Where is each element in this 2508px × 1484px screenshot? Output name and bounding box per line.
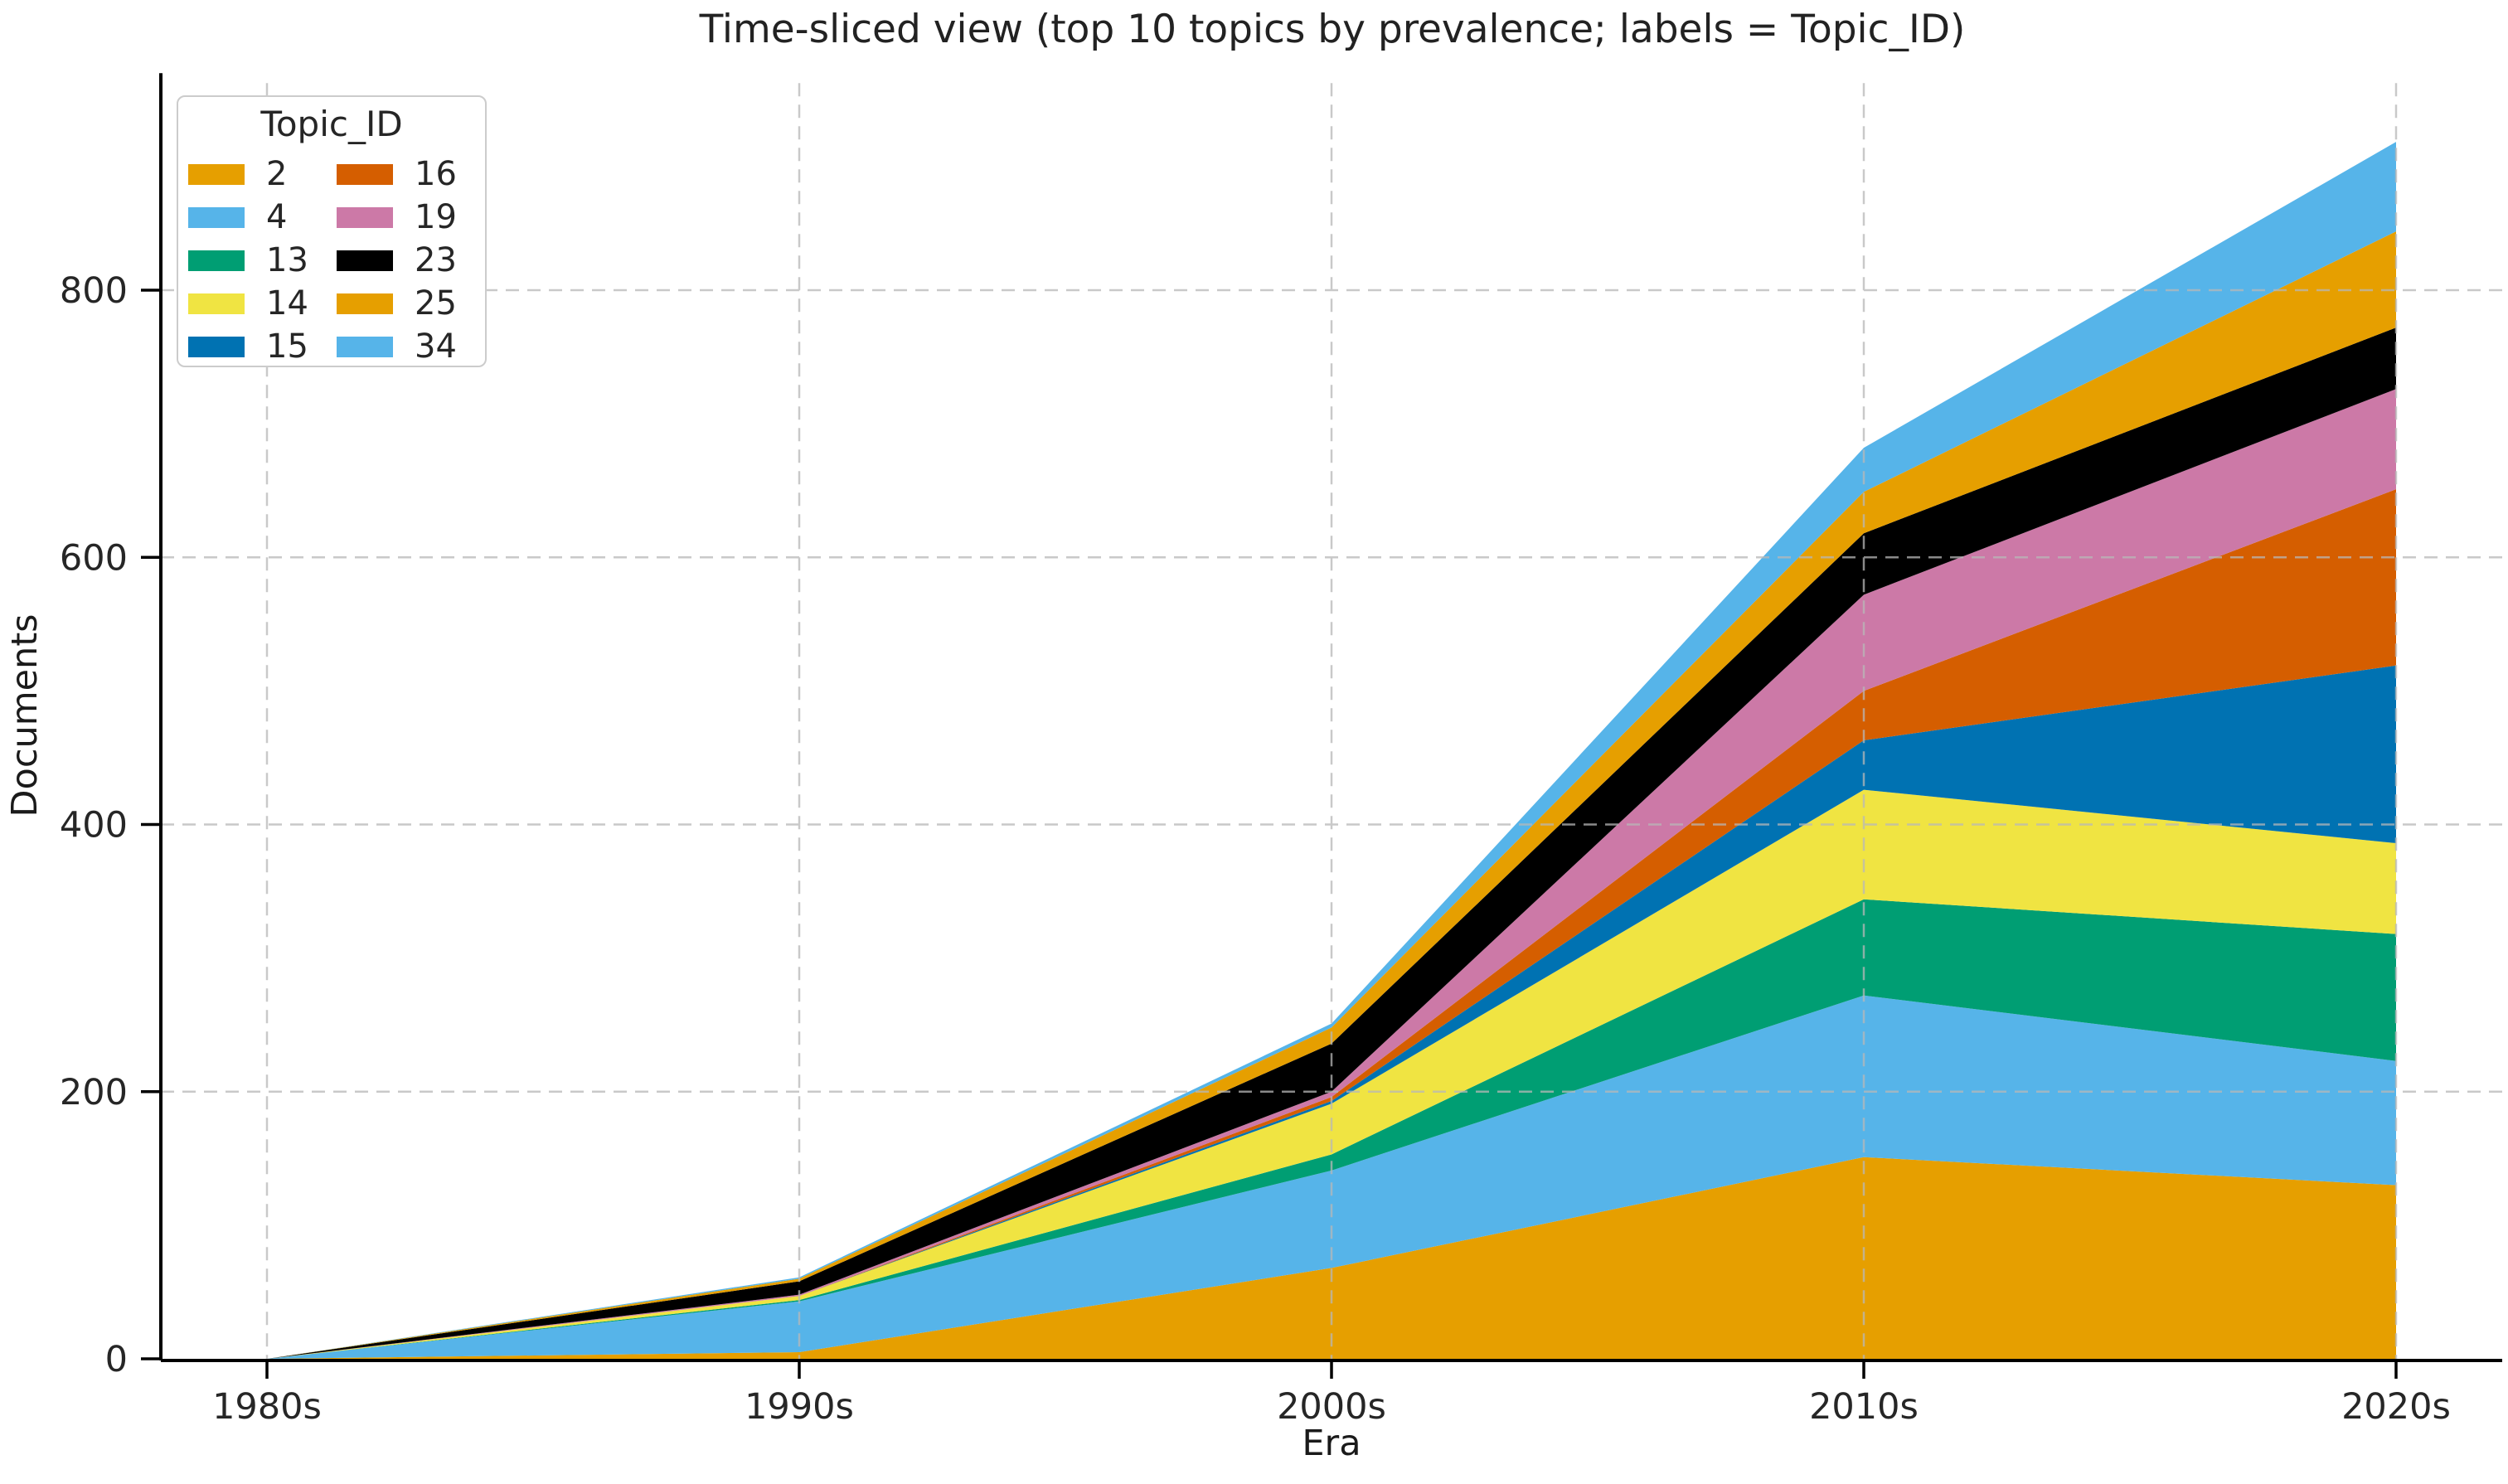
legend-item-label: 13 bbox=[266, 241, 308, 279]
legend-item: 4 bbox=[188, 196, 337, 239]
area-layer-topic-16 bbox=[267, 489, 2396, 1360]
area-layer-topic-14 bbox=[267, 789, 2396, 1359]
legend-item: 34 bbox=[337, 325, 485, 368]
y-tick-label: 800 bbox=[60, 270, 128, 312]
area-layer-topic-25 bbox=[267, 231, 2396, 1360]
y-tick-label: 200 bbox=[60, 1072, 128, 1113]
legend-item: 15 bbox=[188, 325, 337, 368]
legend-item: 13 bbox=[188, 239, 337, 282]
legend-swatch bbox=[188, 293, 245, 314]
x-tick-label: 1990s bbox=[745, 1386, 854, 1428]
legend-swatch bbox=[188, 250, 245, 271]
legend-item-label: 4 bbox=[266, 198, 288, 236]
legend-item-label: 2 bbox=[266, 155, 288, 193]
legend-item-label: 25 bbox=[415, 284, 457, 323]
legend-item-label: 34 bbox=[415, 327, 457, 366]
legend-item: 16 bbox=[337, 153, 485, 196]
legend-swatch bbox=[188, 336, 245, 357]
legend-swatch bbox=[337, 293, 393, 314]
legend-item-label: 23 bbox=[415, 241, 457, 279]
legend-item: 19 bbox=[337, 196, 485, 239]
legend-item: 14 bbox=[188, 282, 337, 325]
chart-title: Time-sliced view (top 10 topics by preva… bbox=[699, 7, 1966, 52]
legend-item: 23 bbox=[337, 239, 485, 282]
legend-item-label: 15 bbox=[266, 327, 308, 366]
legend-grid: 2 4 13 14 15 16 19 23 25 34 bbox=[188, 153, 485, 368]
grid bbox=[161, 83, 2502, 1359]
y-tick-label: 600 bbox=[60, 537, 128, 579]
legend-item-label: 14 bbox=[266, 284, 308, 323]
legend-item-label: 16 bbox=[415, 155, 457, 193]
x-tick-label: 2020s bbox=[2341, 1386, 2451, 1428]
legend-swatch bbox=[337, 250, 393, 271]
y-tick-label: 0 bbox=[105, 1339, 128, 1380]
legend-swatch bbox=[337, 336, 393, 357]
y-axis-label: Documents bbox=[4, 613, 46, 817]
x-tick-label: 2010s bbox=[1809, 1386, 1919, 1428]
legend-swatch bbox=[188, 206, 245, 228]
legend: Topic_ID 2 4 13 14 15 16 19 23 25 34 bbox=[177, 95, 487, 367]
tick-labels: 1980s 1990s 2000s 2010s 2020s 0 200 400 600 800 bbox=[60, 270, 2451, 1428]
legend-title: Topic_ID bbox=[260, 104, 403, 144]
legend-item: 2 bbox=[188, 153, 337, 196]
legend-swatch bbox=[188, 163, 245, 185]
y-tick-label: 400 bbox=[60, 805, 128, 846]
x-axis-label: Era bbox=[1302, 1423, 1361, 1464]
legend-swatch bbox=[337, 206, 393, 228]
area-layer-topic-13 bbox=[267, 899, 2396, 1359]
x-tick-label: 1980s bbox=[212, 1386, 322, 1428]
axes bbox=[141, 73, 2502, 1379]
legend-item-label: 19 bbox=[415, 198, 457, 236]
x-tick-label: 2000s bbox=[1277, 1386, 1386, 1428]
legend-item: 25 bbox=[337, 282, 485, 325]
area-layer-topic-15 bbox=[267, 665, 2396, 1359]
legend-swatch bbox=[337, 163, 393, 185]
